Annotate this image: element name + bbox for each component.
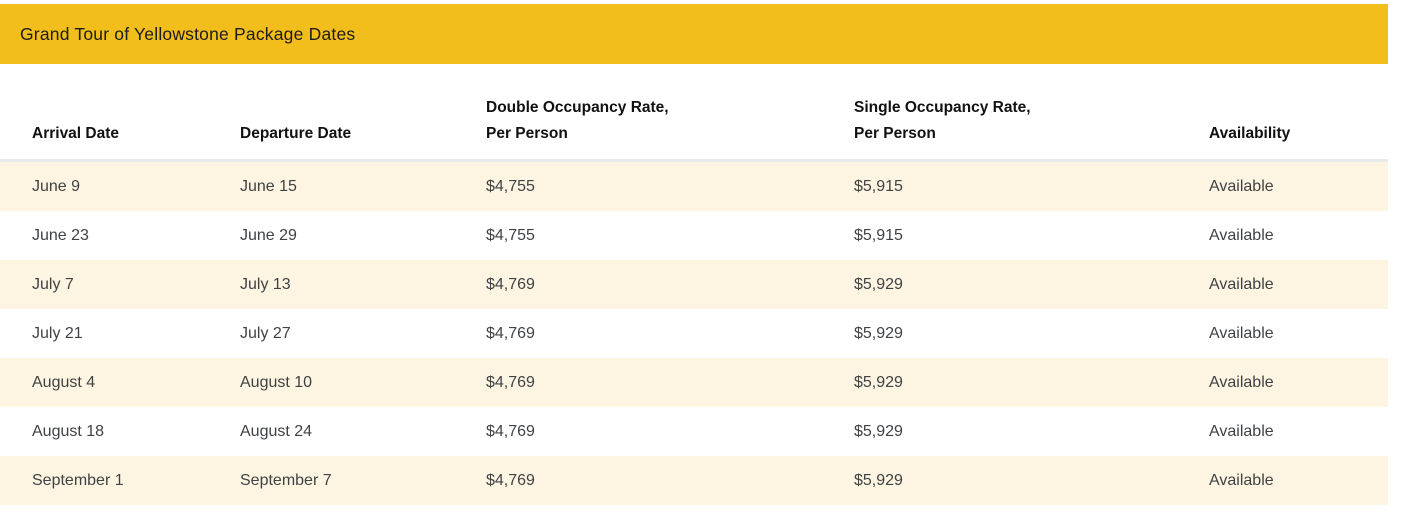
cell-double-rate: $4,769 [486,373,535,391]
table-row: August 4 August 10 $4,769 $5,929 Available [0,358,1388,407]
cell-departure: June 15 [240,177,297,195]
cell-double-rate: $4,769 [486,324,535,342]
cell-single-rate: $5,929 [854,422,903,440]
column-header-single-occupancy: Single Occupancy Rate, Per Person [854,64,1209,162]
cell-arrival: June 23 [32,226,89,244]
table-row: August 18 August 24 $4,769 $5,929 Available [0,407,1388,456]
cell-availability: Available [1209,177,1274,195]
column-header-availability: Availability [1209,64,1388,162]
cell-arrival: July 21 [32,324,83,342]
cell-single-rate: $5,929 [854,373,903,391]
table-row: June 23 June 29 $4,755 $5,915 Available [0,211,1388,260]
cell-single-rate: $5,915 [854,177,903,195]
table-header-row: Arrival Date Departure Date Double Occup… [0,64,1388,162]
table-row: September 1 September 7 $4,769 $5,929 Availa… [0,456,1388,505]
cell-availability: Available [1209,373,1274,391]
table-row: July 7 July 13 $4,769 $5,929 Available [0,260,1388,309]
cell-double-rate: $4,769 [486,275,535,293]
table-row: June 9 June 15 $4,755 $5,915 Available [0,160,1388,211]
column-header-arrival-date: Arrival Date [0,64,240,162]
package-dates-table: Arrival Date Departure Date Double Occup… [0,64,1388,505]
cell-availability: Available [1209,275,1274,293]
cell-single-rate: $5,915 [854,226,903,244]
table-body: June 9 June 15 $4,755 $5,915 Available June 2… [0,160,1388,505]
cell-double-rate: $4,769 [486,422,535,440]
section-title: Grand Tour of Yellowstone Package Dates [20,23,356,44]
section-header-banner: Grand Tour of Yellowstone Package Dates [0,4,1388,64]
cell-departure: September 7 [240,471,332,489]
package-dates-section: Grand Tour of Yellowstone Package Dates … [0,4,1388,505]
cell-availability: Available [1209,471,1274,489]
table-row: July 21 July 27 $4,769 $5,929 Available [0,309,1388,358]
cell-arrival: June 9 [32,177,81,195]
cell-double-rate: $4,755 [486,226,535,244]
cell-arrival: August 4 [32,373,96,391]
cell-double-rate: $4,769 [486,471,535,489]
cell-availability: Available [1209,226,1274,244]
cell-availability: Available [1209,324,1274,342]
cell-single-rate: $5,929 [854,275,903,293]
cell-availability: Available [1209,422,1274,440]
cell-departure: July 13 [240,275,291,293]
cell-departure: August 24 [240,422,313,440]
cell-departure: August 10 [240,373,313,391]
cell-single-rate: $5,929 [854,471,903,489]
column-header-double-occupancy: Double Occupancy Rate, Per Person [486,64,854,162]
cell-departure: June 29 [240,226,297,244]
cell-departure: July 27 [240,324,291,342]
cell-single-rate: $5,929 [854,324,903,342]
cell-arrival: August 18 [32,422,105,440]
cell-arrival: September 1 [32,471,124,489]
table-header: Arrival Date Departure Date Double Occup… [0,64,1388,162]
column-header-departure-date: Departure Date [240,64,486,162]
cell-double-rate: $4,755 [486,177,535,195]
cell-arrival: July 7 [32,275,74,293]
